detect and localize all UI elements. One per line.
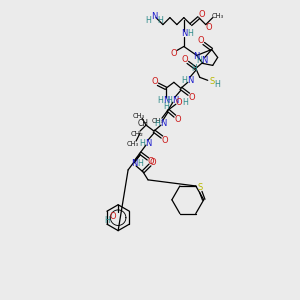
Text: O: O — [150, 158, 156, 167]
Text: O: O — [175, 115, 181, 124]
Text: O: O — [171, 49, 177, 58]
Text: N: N — [145, 139, 151, 148]
Text: N: N — [172, 96, 178, 105]
Text: O: O — [197, 36, 204, 45]
Text: H: H — [157, 16, 163, 25]
Text: CH₃: CH₃ — [212, 13, 224, 19]
Text: S: S — [209, 77, 214, 86]
Text: O: O — [152, 77, 158, 86]
Text: O: O — [206, 23, 212, 32]
Text: H: H — [166, 96, 172, 105]
Text: O: O — [198, 10, 205, 19]
Text: H: H — [104, 216, 110, 225]
Text: N: N — [181, 29, 187, 38]
Text: O: O — [148, 158, 154, 166]
Text: N: N — [194, 52, 200, 61]
Text: O: O — [188, 93, 195, 102]
Text: H: H — [163, 102, 169, 111]
Text: H: H — [196, 56, 202, 65]
Text: O: O — [110, 212, 116, 221]
Text: N: N — [187, 76, 193, 85]
Text: N: N — [202, 56, 208, 65]
Text: N: N — [151, 12, 157, 21]
Text: O: O — [176, 98, 182, 107]
Text: O: O — [182, 55, 188, 64]
Text: CH₃: CH₃ — [127, 141, 139, 147]
Text: H: H — [157, 96, 163, 105]
Text: O: O — [162, 136, 168, 145]
Text: CH: CH — [137, 118, 148, 127]
Text: CH₂: CH₂ — [130, 131, 143, 137]
Text: H: H — [139, 139, 145, 148]
Text: N: N — [163, 96, 169, 105]
Text: N: N — [160, 118, 166, 127]
Text: S: S — [197, 183, 203, 192]
Text: H: H — [182, 98, 188, 107]
Text: CH₃: CH₃ — [152, 118, 164, 124]
Text: H: H — [154, 118, 160, 127]
Text: H: H — [181, 76, 187, 85]
Text: N: N — [131, 159, 137, 168]
Text: H: H — [187, 29, 193, 38]
Text: H: H — [191, 64, 197, 73]
Text: H: H — [215, 80, 220, 89]
Text: H: H — [145, 16, 151, 25]
Text: CH₃: CH₃ — [133, 113, 145, 119]
Text: H: H — [137, 159, 143, 168]
